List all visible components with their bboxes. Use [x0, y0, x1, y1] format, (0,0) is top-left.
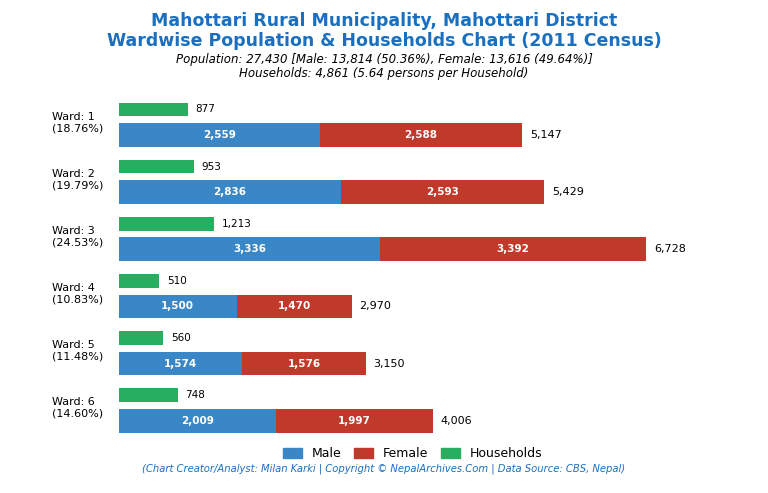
Text: Ward: 5
(11.48%): Ward: 5 (11.48%): [52, 340, 104, 361]
Text: 1,213: 1,213: [222, 219, 252, 229]
Text: 2,593: 2,593: [426, 187, 459, 197]
Text: Ward: 2
(19.79%): Ward: 2 (19.79%): [52, 169, 104, 190]
Text: 6,728: 6,728: [654, 245, 686, 254]
Bar: [119, 274, 159, 287]
Text: 1,997: 1,997: [338, 416, 371, 425]
Text: Wardwise Population & Households Chart (2011 Census): Wardwise Population & Households Chart (…: [107, 32, 661, 50]
Bar: [119, 123, 319, 147]
Text: 3,150: 3,150: [374, 358, 406, 369]
Bar: [119, 238, 380, 261]
Text: 1,574: 1,574: [164, 358, 197, 369]
Text: (Chart Creator/Analyst: Milan Karki | Copyright © NepalArchives.Com | Data Sourc: (Chart Creator/Analyst: Milan Karki | Co…: [142, 464, 626, 474]
Text: 748: 748: [185, 390, 205, 400]
Bar: [380, 238, 646, 261]
Text: 2,559: 2,559: [203, 130, 236, 140]
Bar: [119, 294, 237, 318]
Text: 1,470: 1,470: [277, 301, 311, 312]
Bar: [119, 180, 341, 204]
Text: 3,392: 3,392: [497, 245, 530, 254]
Text: Ward: 3
(24.53%): Ward: 3 (24.53%): [52, 226, 104, 247]
Bar: [119, 388, 177, 402]
Legend: Male, Female, Households: Male, Female, Households: [278, 442, 548, 465]
Text: 953: 953: [201, 162, 221, 172]
Bar: [341, 180, 545, 204]
Bar: [119, 352, 243, 376]
Text: 2,588: 2,588: [405, 130, 437, 140]
Text: 510: 510: [167, 276, 187, 286]
Text: 877: 877: [196, 105, 216, 114]
Text: Households: 4,861 (5.64 persons per Household): Households: 4,861 (5.64 persons per Hous…: [240, 67, 528, 79]
Text: 1,576: 1,576: [287, 358, 320, 369]
Text: Population: 27,430 [Male: 13,814 (50.36%), Female: 13,616 (49.64%)]: Population: 27,430 [Male: 13,814 (50.36%…: [176, 53, 592, 66]
Text: Mahottari Rural Municipality, Mahottari District: Mahottari Rural Municipality, Mahottari …: [151, 12, 617, 31]
Bar: [237, 294, 352, 318]
Text: Ward: 6
(14.60%): Ward: 6 (14.60%): [52, 397, 104, 419]
Bar: [319, 123, 522, 147]
Text: Ward: 1
(18.76%): Ward: 1 (18.76%): [52, 111, 104, 133]
Text: 2,009: 2,009: [181, 416, 214, 425]
Text: 2,970: 2,970: [359, 301, 392, 312]
Bar: [119, 217, 214, 231]
Bar: [243, 352, 366, 376]
Text: 560: 560: [170, 333, 190, 343]
Text: 3,336: 3,336: [233, 245, 266, 254]
Text: 1,500: 1,500: [161, 301, 194, 312]
Text: 4,006: 4,006: [441, 416, 472, 425]
Bar: [119, 409, 276, 432]
Bar: [119, 103, 187, 116]
Bar: [119, 331, 163, 345]
Bar: [276, 409, 433, 432]
Text: 5,147: 5,147: [530, 130, 562, 140]
Text: 5,429: 5,429: [552, 187, 584, 197]
Bar: [119, 160, 194, 174]
Text: Ward: 4
(10.83%): Ward: 4 (10.83%): [52, 283, 104, 304]
Text: 2,836: 2,836: [214, 187, 247, 197]
